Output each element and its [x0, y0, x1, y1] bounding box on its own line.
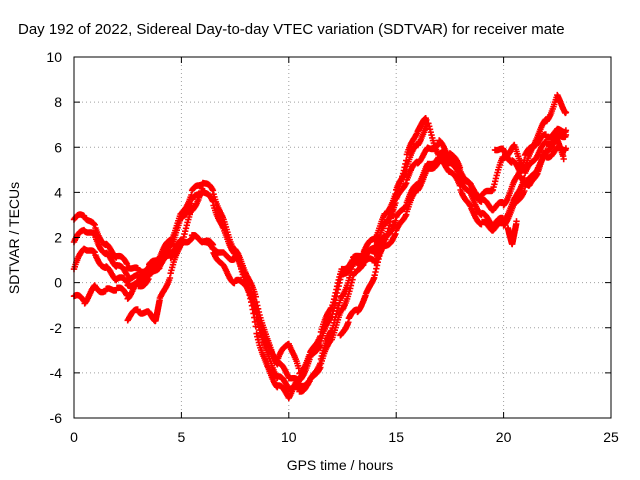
series-markers [504, 218, 520, 248]
chart-title: Day 192 of 2022, Sidereal Day-to-day VTE… [18, 21, 565, 38]
y-tick-label: 10 [46, 49, 62, 65]
y-tick-label: -4 [50, 365, 63, 381]
series-sat-f [337, 115, 430, 339]
series-markers [70, 131, 570, 395]
x-axis-label: GPS time / hours [287, 457, 394, 473]
y-tick-label: -2 [50, 320, 63, 336]
y-tick-label: 8 [54, 94, 62, 110]
series-sat-e [124, 182, 207, 325]
y-tick-label: 6 [54, 139, 62, 155]
y-tick-label: 0 [54, 275, 62, 291]
series-markers [337, 115, 430, 339]
y-tick-label: -6 [50, 410, 63, 426]
series-markers [70, 91, 570, 377]
series-sat-g [491, 132, 567, 189]
x-tick-label: 15 [388, 429, 404, 445]
y-axis-label: SDTVAR / TECUs [6, 182, 22, 294]
series-sat-h [504, 218, 520, 248]
x-tick-label: 0 [70, 429, 78, 445]
y-tick-label: 4 [54, 184, 62, 200]
x-tick-label: 10 [281, 429, 297, 445]
series-sat-d [70, 91, 570, 377]
x-tick-label: 20 [496, 429, 512, 445]
grid-lines [74, 57, 611, 418]
axis-ticks: 0 5 10 15 20 25 -6 -4 -2 0 2 4 6 8 10 [46, 49, 619, 445]
y-tick-label: 2 [54, 230, 62, 246]
x-tick-label: 5 [178, 429, 186, 445]
data-series [70, 91, 570, 402]
series-markers [124, 182, 207, 325]
x-tick-label: 25 [603, 429, 619, 445]
series-markers [491, 132, 567, 189]
series-sat-b [70, 131, 570, 395]
